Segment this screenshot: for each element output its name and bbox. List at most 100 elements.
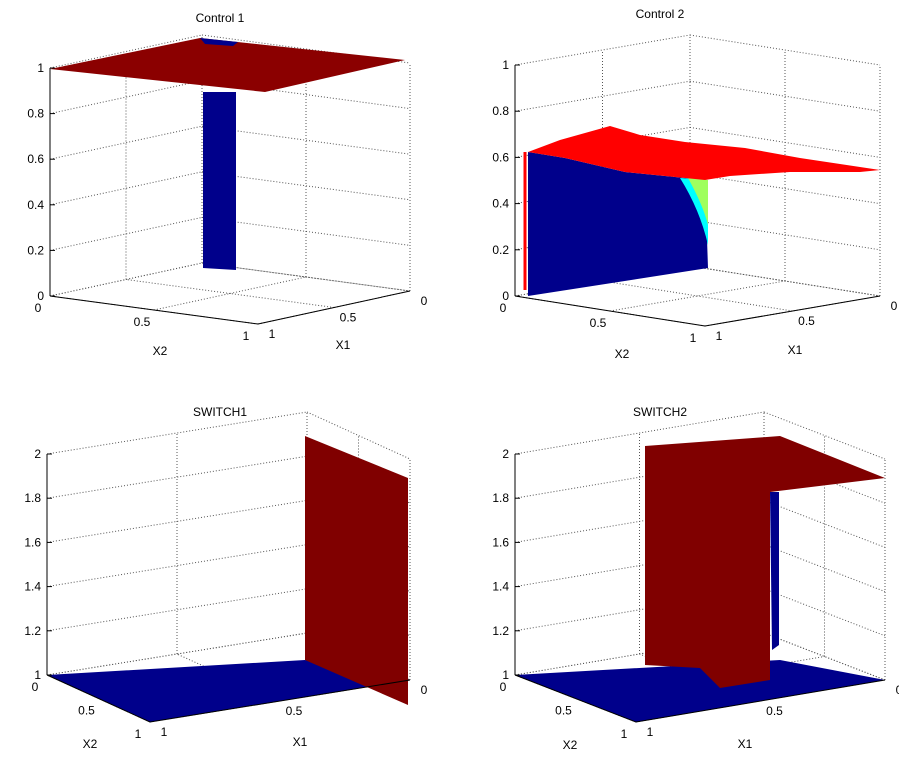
z-tick-label: 2 [502,447,509,461]
x1-tick-label: 0.5 [798,314,815,328]
z-tick-label: 1.4 [492,580,509,594]
z-tick-label: 0.6 [492,150,509,164]
z-tick-label: 0.2 [27,243,44,257]
z-tick-label: 0.8 [27,107,44,121]
z-tick-label: 1.8 [24,491,41,505]
x2-tick-label: 0 [500,301,507,315]
z-tick-label: 2 [34,447,41,461]
z-tick-label: 1.4 [24,580,41,594]
z-tick-label: 0.6 [27,152,44,166]
grid-line-z [201,216,411,246]
z-tick-label: 1 [502,668,509,682]
subplot-4: 1 1.2 1.4 1.6 1.8 2 0 0.5 1 1 0.5 0 X1 X2 SWITCH2 [492,405,899,752]
surface-low-floor [515,660,885,722]
surface-mid-gradient-2 [688,178,708,225]
z-tick-label: 0.4 [27,198,44,212]
grid-line-z [763,411,886,460]
z-tick-label: 1 [502,58,509,72]
surface-low-sliver [770,492,779,650]
x1-axis-label: X1 [788,343,803,357]
x1-tick-label: 1 [269,327,276,341]
grid-line-z [201,80,411,110]
grid-line-z [49,34,203,69]
grid-line-floor [125,279,335,308]
grid-line-z [201,171,411,201]
x2-tick-label: 0 [500,680,507,694]
surface-low-edge [200,38,238,46]
subplot-2: 0 0.2 0.4 0.6 0.8 1 0 0.5 1 1 0.5 0 X1 X2 Control 2 [492,7,897,361]
grid-line-z [514,126,691,158]
x-axis-line [704,295,881,327]
grid-line-z [514,411,765,455]
grid-line-floor [46,632,308,676]
grid-line-z [689,34,881,66]
grid-line-floor [689,265,881,297]
surface-high [528,126,880,180]
x2-axis-label: X2 [563,738,578,752]
grid-line-z [49,80,203,115]
y-axis-line [46,674,151,723]
subplot-title: SWITCH1 [193,405,247,419]
x1-tick-label: 0.5 [286,704,303,718]
subplot-title: Control 1 [196,11,245,25]
surface-low-wall [528,152,708,296]
grid-line-floor [763,632,886,681]
x2-tick-label: 1 [690,331,697,345]
grid-line-z [763,588,886,637]
x2-axis-label: X2 [83,737,98,751]
grid-line-z [46,411,308,455]
grid-line-z [46,588,308,632]
x1-tick-label: 1 [716,329,723,343]
grid-line-floor [49,262,203,297]
x2-tick-label: 0.5 [555,704,572,718]
z-tick-label: 1 [37,61,44,75]
z-tick-label: 0 [502,289,509,303]
grid-line-z [763,499,886,548]
grid-line-z [49,125,203,160]
grid-line-z [763,544,886,593]
x1-axis-label: X1 [738,737,753,751]
x1-tick-label: 0 [896,683,899,697]
grid-line-floor [602,280,793,312]
x1-axis-label: X1 [293,735,308,749]
grid-line-z [689,80,881,112]
z-tick-label: 0.4 [492,197,509,211]
z-tick-label: 1.6 [492,535,509,549]
grid-line-z [689,173,881,205]
grid-line-z [201,262,411,292]
x2-tick-label: 0.5 [590,316,607,330]
x2-tick-label: 0.5 [134,315,151,329]
x2-tick-label: 1 [243,329,250,343]
x2-tick-label: 0 [35,301,42,315]
surface-high-plateau [50,38,405,92]
grid-line-z [46,455,308,499]
x1-tick-label: 0 [891,299,898,313]
grid-line-z [49,216,203,251]
z-tick-label: 1.8 [492,491,509,505]
grid-line-z [46,544,308,588]
subplot-1: 0 0.2 0.4 0.6 0.8 1 0 0.5 1 1 0.5 0 X1 X2 Control 1 [27,11,427,358]
x-axis-line [257,290,411,325]
grid-line-floor [609,280,786,312]
grid-line-z [689,219,881,251]
subplot-title: Control 2 [636,7,685,21]
x1-tick-label: 0 [421,294,428,308]
surface-high-wall [305,436,408,705]
y-axis-line [514,295,706,327]
x1-tick-label: 1 [161,725,168,739]
x1-tick-label: 0.5 [766,704,783,718]
x2-tick-label: 1 [135,727,142,741]
surface-low-column [203,92,236,270]
subplot-title: SWITCH2 [633,405,687,419]
surface-low-floor [47,660,410,722]
grid-line-z [306,411,411,460]
grid-line-z [201,125,411,155]
x-axis-line [149,679,411,723]
x2-axis-label: X2 [615,347,630,361]
x-axis-line [635,679,886,723]
x1-tick-label: 1 [647,725,654,739]
z-tick-label: 0.2 [492,243,509,257]
grid-line-z [514,34,691,66]
grid-line-floor [201,262,411,292]
